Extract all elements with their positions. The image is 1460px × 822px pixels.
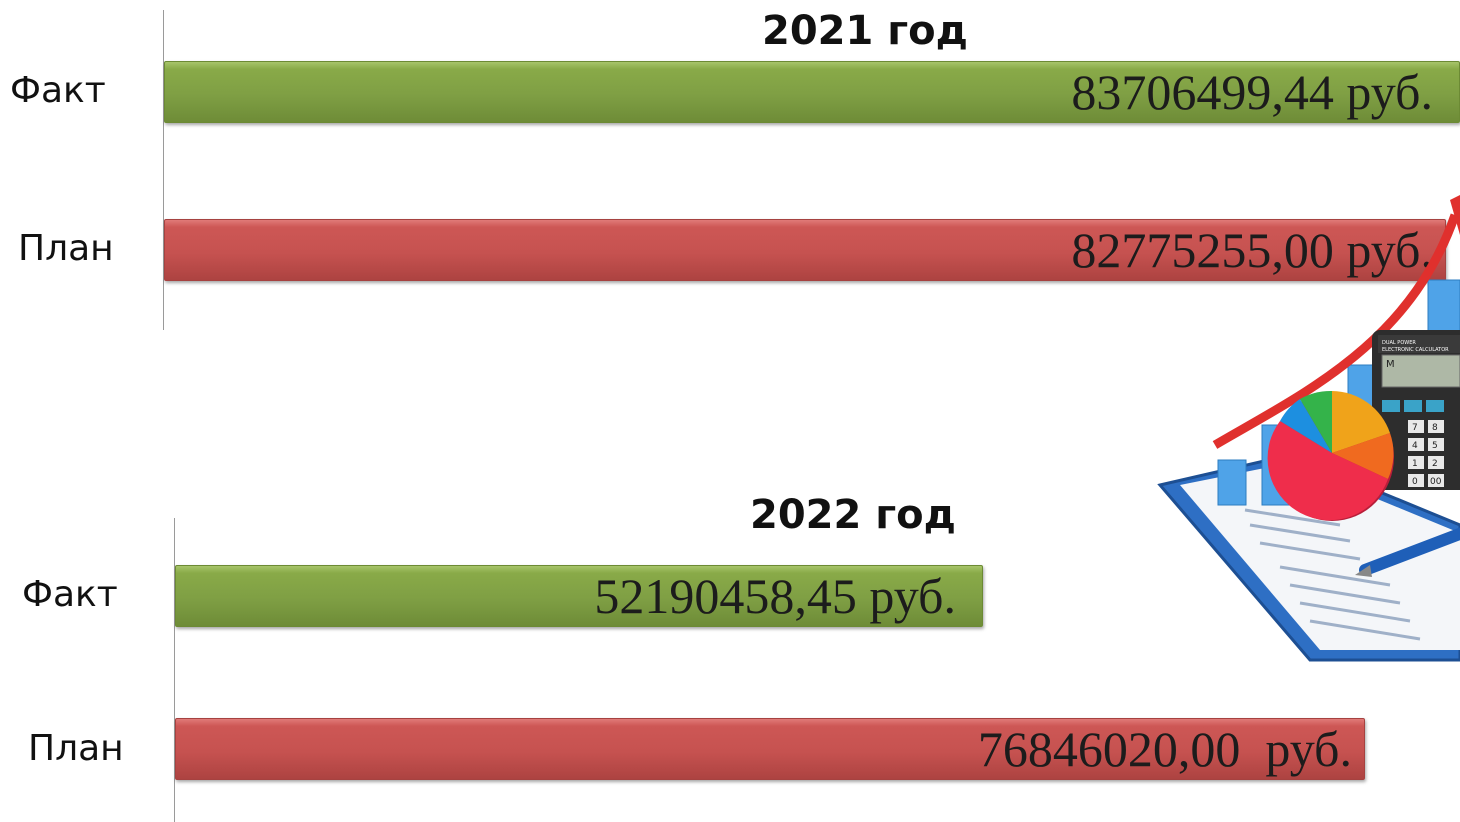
calculator: DUAL POWER ELECTRONIC CALCULATOR M 7 8 4… — [1372, 330, 1460, 490]
calculator-blue-keys — [1382, 400, 1444, 412]
pie-chart — [1267, 390, 1394, 521]
bar-value-label-fact-2021: 83706499,44 руб. — [1071, 64, 1433, 120]
calculator-model: ELECTRONIC CALCULATOR — [1382, 347, 1449, 353]
paper-lines — [1244, 508, 1421, 641]
axis-line-2022 — [174, 518, 175, 822]
calculator-key-00: 00 — [1430, 477, 1442, 487]
calculator-key-0: 0 — [1412, 477, 1418, 487]
calculator-key-2: 2 — [1432, 459, 1438, 469]
bar-value-label-fact-2022: 52190458,45 руб. — [594, 568, 956, 624]
calculator-keys — [1408, 420, 1444, 487]
bar-value-label-plan-2022: 76846020,00 руб. — [977, 721, 1352, 777]
bar-fact-2022: 52190458,45 руб. — [175, 565, 983, 627]
growth-arrow — [1212, 213, 1460, 449]
category-label-plan-2021: План — [18, 228, 114, 269]
chart-title-2022: 2022 год — [750, 492, 956, 538]
bar-plan-2022: 76846020,00 руб. — [175, 718, 1365, 780]
bar-value-label-plan-2021: 82775255,00 руб. — [1071, 222, 1433, 278]
axis-line-2021 — [163, 10, 164, 330]
calculator-key-m: M — [1386, 359, 1395, 370]
pen — [1355, 527, 1460, 577]
bar-fact-2021: 83706499,44 руб. — [164, 61, 1460, 123]
calculator-key-5: 5 — [1432, 441, 1438, 451]
arrow-head — [1450, 195, 1460, 235]
category-label-plan-2022: План — [28, 728, 124, 769]
chart-title-2021: 2021 год — [762, 8, 968, 54]
finance-calculator-clipboard-pie-chart-icon: DUAL POWER ELECTRONIC CALCULATOR M 7 8 4… — [1157, 195, 1460, 662]
calculator-key-1: 1 — [1412, 459, 1418, 469]
category-label-fact-2022: Факт — [22, 574, 118, 615]
calculator-key-7: 7 — [1412, 423, 1418, 433]
bar-plan-2021: 82775255,00 руб. — [164, 219, 1446, 281]
category-label-fact-2021: Факт — [10, 70, 106, 111]
calculator-key-4: 4 — [1412, 441, 1418, 451]
calculator-brand: DUAL POWER — [1382, 340, 1416, 346]
calculator-key-8: 8 — [1432, 423, 1438, 433]
